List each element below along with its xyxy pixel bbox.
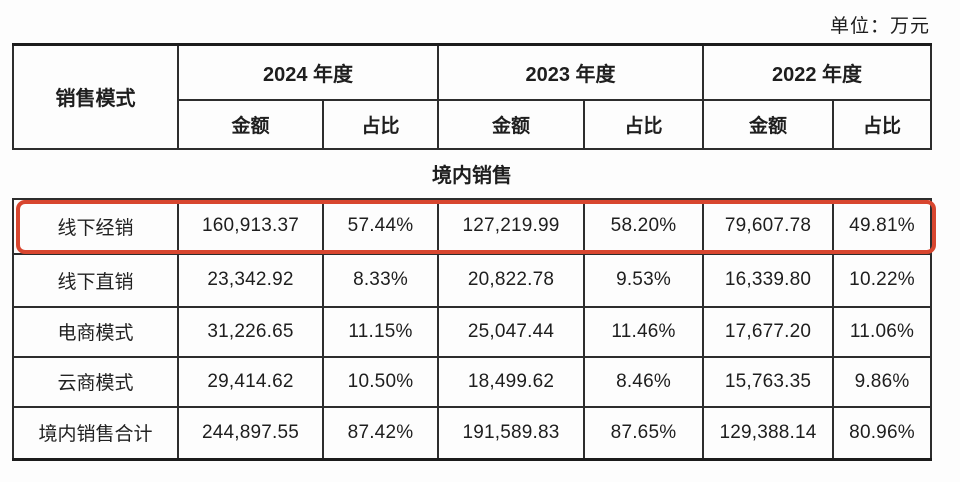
cell-amount-2023: 127,219.99 bbox=[437, 197, 585, 255]
subheader-amount-2023: 金额 bbox=[437, 98, 585, 150]
column-header-sales-mode: 销售模式 bbox=[12, 43, 179, 150]
header-row-subcolumns: 金额 占比 金额 占比 金额 占比 bbox=[13, 98, 932, 150]
row-label: 境内销售合计 bbox=[12, 405, 179, 461]
table-row-offline-direct: 线下直销 23,342.92 8.33% 20,822.78 9.53% 16,… bbox=[12, 252, 932, 308]
row-label: 电商模式 bbox=[12, 305, 179, 358]
cell-ratio-2022: 9.86% bbox=[832, 355, 932, 408]
cell-ratio-2022: 49.81% bbox=[832, 197, 932, 255]
subheader-ratio-2024: 占比 bbox=[322, 98, 439, 150]
unit-label: 单位：万元 bbox=[829, 16, 930, 37]
cell-ratio-2022: 80.96% bbox=[832, 405, 932, 461]
cell-ratio-2023: 58.20% bbox=[583, 197, 704, 255]
cell-ratio-2024: 10.50% bbox=[322, 355, 439, 408]
section-header-domestic-sales: 境内销售 bbox=[13, 147, 931, 200]
year-header-2022: 2022 年度 bbox=[702, 43, 932, 101]
row-label: 云商模式 bbox=[12, 355, 179, 408]
table-row-offline-distribution: 线下经销 160,913.37 57.44% 127,219.99 58.20%… bbox=[12, 197, 932, 255]
cell-amount-2023: 25,047.44 bbox=[437, 305, 585, 358]
table-row-ecommerce: 电商模式 31,226.65 11.15% 25,047.44 11.46% 1… bbox=[12, 305, 932, 358]
cell-amount-2024: 23,342.92 bbox=[177, 252, 324, 308]
cell-amount-2024: 160,913.37 bbox=[177, 197, 324, 255]
cell-amount-2022: 16,339.80 bbox=[702, 252, 834, 308]
cell-ratio-2023: 87.65% bbox=[583, 405, 704, 461]
sales-by-mode-table: 销售模式 2024 年度 2023 年度 2022 年度 金额 占比 金额 占比… bbox=[12, 43, 932, 461]
year-header-2024: 2024 年度 bbox=[177, 43, 439, 101]
subheader-ratio-2023: 占比 bbox=[583, 98, 704, 150]
subheader-ratio-2022: 占比 bbox=[832, 98, 932, 150]
cell-amount-2022: 15,763.35 bbox=[702, 355, 834, 408]
cell-amount-2022: 17,677.20 bbox=[702, 305, 834, 358]
cell-ratio-2024: 87.42% bbox=[322, 405, 439, 461]
row-label: 线下直销 bbox=[12, 252, 179, 308]
row-label: 线下经销 bbox=[12, 197, 179, 255]
table-row-cloud-commerce: 云商模式 29,414.62 10.50% 18,499.62 8.46% 15… bbox=[12, 355, 932, 408]
cell-amount-2023: 18,499.62 bbox=[437, 355, 585, 408]
cell-amount-2022: 79,607.78 bbox=[702, 197, 834, 255]
cell-ratio-2023: 8.46% bbox=[583, 355, 704, 408]
subheader-amount-2022: 金额 bbox=[702, 98, 834, 150]
cell-ratio-2022: 11.06% bbox=[832, 305, 932, 358]
cell-amount-2024: 29,414.62 bbox=[177, 355, 324, 408]
cell-amount-2022: 129,388.14 bbox=[702, 405, 834, 461]
cell-ratio-2023: 9.53% bbox=[583, 252, 704, 308]
year-header-2023: 2023 年度 bbox=[437, 43, 704, 101]
cell-ratio-2023: 11.46% bbox=[583, 305, 704, 358]
cell-ratio-2022: 10.22% bbox=[832, 252, 932, 308]
cell-ratio-2024: 8.33% bbox=[322, 252, 439, 308]
table-row-domestic-total: 境内销售合计 244,897.55 87.42% 191,589.83 87.6… bbox=[12, 405, 932, 461]
cell-amount-2023: 191,589.83 bbox=[437, 405, 585, 461]
section-row-domestic-sales: 境内销售 bbox=[13, 147, 931, 200]
cell-amount-2023: 20,822.78 bbox=[437, 252, 585, 308]
cell-amount-2024: 244,897.55 bbox=[177, 405, 324, 461]
cell-ratio-2024: 57.44% bbox=[322, 197, 439, 255]
cell-ratio-2024: 11.15% bbox=[322, 305, 439, 358]
cell-amount-2024: 31,226.65 bbox=[177, 305, 324, 358]
header-row-years: 销售模式 2024 年度 2023 年度 2022 年度 bbox=[12, 43, 932, 150]
subheader-amount-2024: 金额 bbox=[177, 98, 324, 150]
